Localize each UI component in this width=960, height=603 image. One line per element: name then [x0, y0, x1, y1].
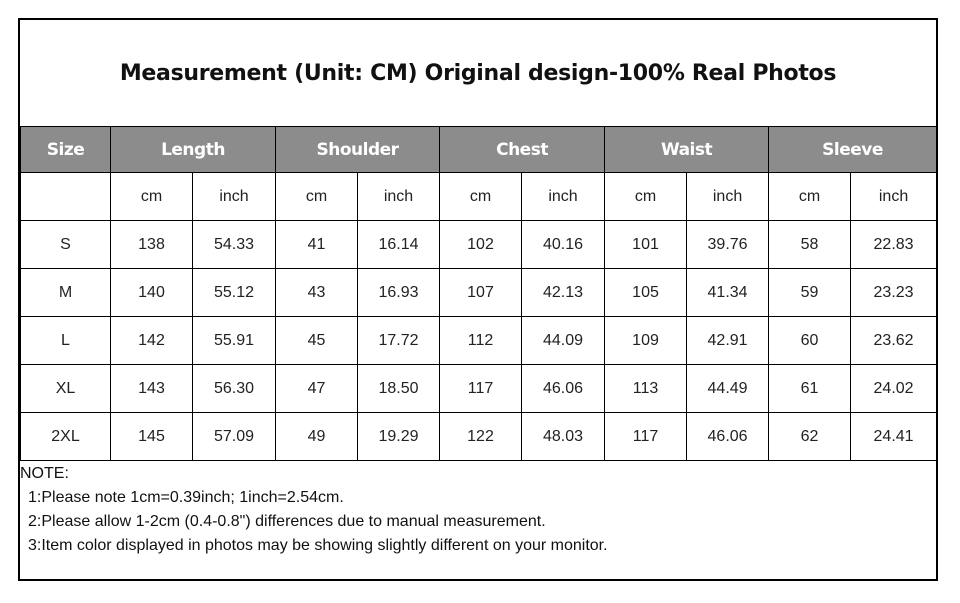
size-header: Size: [20, 126, 111, 173]
value-cell: 56.30: [192, 364, 276, 413]
value-cell: 101: [604, 220, 688, 269]
units-blank-cell: [20, 172, 111, 221]
value-cell: 43: [275, 268, 358, 317]
waist-header: Waist: [604, 126, 770, 173]
value-cell: 62: [768, 412, 852, 461]
table-row: XL 143 56.30 47 18.50 117 46.06 113 44.4…: [20, 364, 938, 413]
value-cell: 46.06: [686, 412, 770, 461]
value-cell: 41.34: [686, 268, 770, 317]
size-cell: S: [20, 220, 111, 269]
value-cell: 16.14: [356, 220, 441, 269]
unit-cell: inch: [850, 172, 938, 221]
notes-heading: NOTE:: [20, 465, 69, 482]
size-cell: L: [20, 316, 111, 365]
unit-cell: inch: [686, 172, 770, 221]
unit-cell: cm: [439, 172, 523, 221]
value-cell: 47: [275, 364, 358, 413]
size-cell: 2XL: [20, 412, 111, 461]
size-cell: XL: [20, 364, 111, 413]
value-cell: 138: [110, 220, 193, 269]
note-line: 3:Item color displayed in photos may be …: [28, 537, 608, 554]
value-cell: 109: [604, 316, 688, 365]
value-cell: 105: [604, 268, 688, 317]
value-cell: 17.72: [356, 316, 441, 365]
value-cell: 19.29: [356, 412, 441, 461]
value-cell: 145: [110, 412, 193, 461]
unit-cell: inch: [356, 172, 441, 221]
header-row: Size Length Shoulder Chest Waist Sleeve: [20, 126, 938, 173]
value-cell: 41: [275, 220, 358, 269]
size-cell: M: [20, 268, 111, 317]
value-cell: 45: [275, 316, 358, 365]
value-cell: 18.50: [356, 364, 441, 413]
sleeve-header: Sleeve: [768, 126, 938, 173]
unit-cell: inch: [521, 172, 606, 221]
unit-cell: cm: [275, 172, 358, 221]
value-cell: 143: [110, 364, 193, 413]
value-cell: 42.13: [521, 268, 606, 317]
value-cell: 44.09: [521, 316, 606, 365]
value-cell: 39.76: [686, 220, 770, 269]
value-cell: 117: [604, 412, 688, 461]
value-cell: 59: [768, 268, 852, 317]
value-cell: 57.09: [192, 412, 276, 461]
value-cell: 44.49: [686, 364, 770, 413]
value-cell: 42.91: [686, 316, 770, 365]
value-cell: 142: [110, 316, 193, 365]
value-cell: 23.23: [850, 268, 938, 317]
notes-section: NOTE: 1:Please note 1cm=0.39inch; 1inch=…: [20, 462, 936, 558]
value-cell: 49: [275, 412, 358, 461]
unit-cell: inch: [192, 172, 276, 221]
value-cell: 55.91: [192, 316, 276, 365]
length-header: Length: [110, 126, 276, 173]
value-cell: 46.06: [521, 364, 606, 413]
value-cell: 117: [439, 364, 523, 413]
value-cell: 16.93: [356, 268, 441, 317]
value-cell: 24.41: [850, 412, 938, 461]
value-cell: 140: [110, 268, 193, 317]
value-cell: 55.12: [192, 268, 276, 317]
note-line: 2:Please allow 1-2cm (0.4-0.8") differen…: [28, 513, 546, 530]
value-cell: 23.62: [850, 316, 938, 365]
value-cell: 24.02: [850, 364, 938, 413]
value-cell: 102: [439, 220, 523, 269]
value-cell: 22.83: [850, 220, 938, 269]
value-cell: 113: [604, 364, 688, 413]
table-row: L 142 55.91 45 17.72 112 44.09 109 42.91…: [20, 316, 938, 365]
unit-cell: cm: [768, 172, 852, 221]
table-row: M 140 55.12 43 16.93 107 42.13 105 41.34…: [20, 268, 938, 317]
value-cell: 60: [768, 316, 852, 365]
value-cell: 58: [768, 220, 852, 269]
unit-cell: cm: [110, 172, 193, 221]
chest-header: Chest: [439, 126, 606, 173]
table-row: 2XL 145 57.09 49 19.29 122 48.03 117 46.…: [20, 412, 938, 461]
value-cell: 112: [439, 316, 523, 365]
table-row: S 138 54.33 41 16.14 102 40.16 101 39.76…: [20, 220, 938, 269]
value-cell: 61: [768, 364, 852, 413]
measurement-table: Size Length Shoulder Chest Waist Sleeve …: [20, 126, 938, 461]
value-cell: 48.03: [521, 412, 606, 461]
value-cell: 40.16: [521, 220, 606, 269]
note-line: 1:Please note 1cm=0.39inch; 1inch=2.54cm…: [28, 489, 344, 506]
unit-cell: cm: [604, 172, 688, 221]
value-cell: 107: [439, 268, 523, 317]
units-row: cm inch cm inch cm inch cm inch cm inch: [20, 172, 938, 221]
shoulder-header: Shoulder: [274, 126, 441, 173]
value-cell: 54.33: [192, 220, 276, 269]
value-cell: 122: [439, 412, 523, 461]
chart-title: Measurement (Unit: CM) Original design-1…: [119, 60, 837, 86]
size-chart: Measurement (Unit: CM) Original design-1…: [18, 18, 938, 581]
